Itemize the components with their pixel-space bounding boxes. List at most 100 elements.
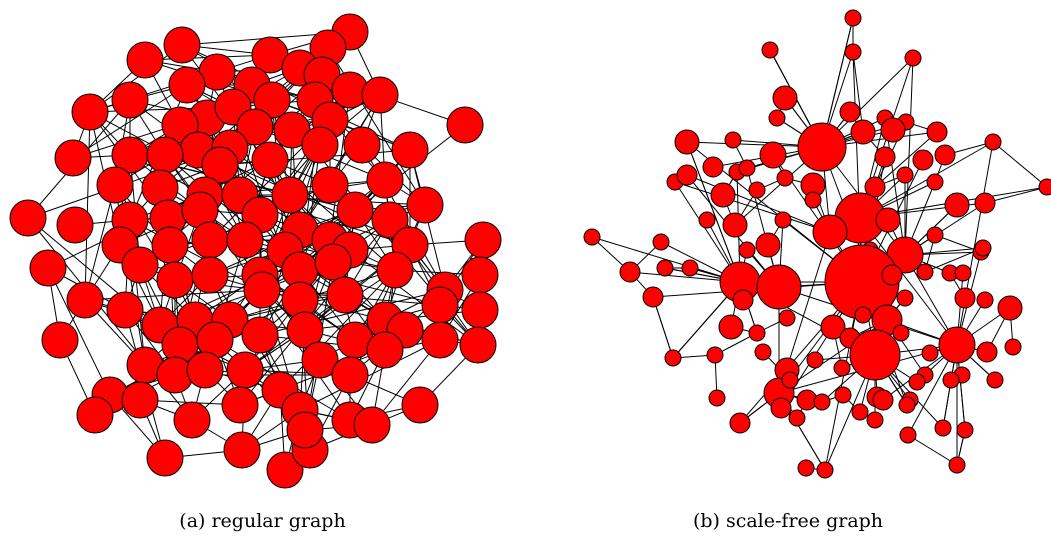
graph-node	[66, 281, 104, 319]
graph-node	[812, 214, 848, 250]
graph-node	[908, 373, 926, 391]
graph-node	[754, 343, 772, 361]
graph-node	[806, 351, 824, 369]
graph-node	[1004, 338, 1022, 356]
graph-node	[954, 287, 976, 309]
graph-node	[956, 421, 974, 439]
graph-node	[664, 349, 682, 367]
graph-node	[186, 351, 224, 389]
graph-node	[921, 344, 939, 362]
graph-node	[121, 246, 159, 284]
graph-node	[583, 228, 601, 246]
graph-node	[226, 221, 264, 259]
graph-node	[813, 393, 831, 411]
graph-node	[944, 192, 970, 218]
graph-node	[904, 49, 922, 67]
graph-node	[778, 309, 796, 327]
graph-node	[820, 314, 846, 340]
regular-graph-panel: (a) regular graph	[0, 0, 525, 554]
scale-free-graph-drawing	[583, 9, 1051, 479]
graph-node	[343, 126, 381, 164]
scale-free-graph-panel: (b) scale-free graph	[525, 0, 1051, 554]
graph-node	[111, 81, 149, 119]
graph-node	[880, 117, 906, 143]
graph-node	[916, 263, 934, 281]
graph-node	[788, 409, 806, 427]
graph-node	[896, 289, 914, 307]
graph-node	[881, 264, 903, 286]
graph-node	[391, 131, 429, 169]
graph-node	[892, 324, 910, 342]
graph-node	[849, 329, 901, 381]
graph-node	[706, 346, 724, 364]
graph-node	[732, 289, 754, 311]
graph-node	[353, 406, 391, 444]
graph-node	[446, 106, 484, 144]
graph-node	[619, 261, 641, 283]
graph-node	[976, 341, 998, 363]
graph-node	[781, 371, 799, 389]
graph-edge	[89, 44, 183, 113]
graph-edge	[984, 186, 1048, 204]
graph-node	[854, 306, 872, 324]
graph-node	[738, 241, 756, 259]
graph-node	[286, 311, 324, 349]
graph-node	[226, 351, 264, 389]
graph-node	[761, 41, 779, 59]
graph-node	[652, 233, 670, 251]
graph-node	[722, 212, 748, 238]
graph-node	[974, 192, 996, 214]
graph-node	[729, 412, 751, 434]
graph-node	[41, 321, 79, 359]
graph-node	[266, 451, 304, 489]
graph-node	[251, 141, 289, 179]
graph-node	[986, 371, 1004, 389]
caption-regular-graph: (a) regular graph	[179, 510, 346, 532]
graph-node	[464, 221, 502, 259]
graph-node	[755, 232, 781, 258]
graph-node	[926, 173, 944, 191]
graph-node	[926, 121, 948, 143]
graph-node	[997, 295, 1023, 321]
graph-node	[253, 81, 291, 119]
graph-node	[191, 221, 229, 259]
regular-graph-drawing	[9, 13, 502, 489]
graph-node	[864, 176, 886, 198]
graph-node	[674, 129, 700, 155]
graph-node	[376, 251, 414, 289]
graph-node	[839, 101, 861, 123]
graph-node	[874, 146, 896, 168]
graph-node	[833, 359, 851, 377]
graph-node	[934, 419, 952, 437]
graph-node	[459, 326, 497, 364]
graph-node	[954, 264, 972, 282]
graph-node	[896, 166, 914, 184]
graph-node	[243, 271, 281, 309]
graph-node	[926, 226, 944, 244]
graph-node	[201, 146, 239, 184]
graph-node	[156, 261, 194, 299]
graph-node	[772, 85, 798, 111]
graph-node	[938, 326, 976, 364]
graph-node	[984, 133, 1002, 151]
graph-node	[146, 439, 184, 477]
graph-node	[844, 43, 862, 61]
graph-node	[875, 207, 901, 233]
graph-node	[76, 396, 114, 434]
graph-node	[401, 386, 439, 424]
graph-node	[974, 239, 992, 257]
graph-node	[461, 256, 499, 294]
graph-node	[948, 456, 966, 474]
graph-node	[748, 324, 766, 342]
graph-node	[241, 316, 279, 354]
graph-node	[698, 211, 716, 229]
graph-edge	[686, 141, 741, 283]
graph-node	[898, 396, 916, 414]
graph-node	[406, 186, 444, 224]
graph-edge	[859, 141, 994, 219]
graph-node	[163, 26, 201, 64]
graph-node	[934, 144, 956, 166]
graph-node	[191, 256, 229, 294]
graph-edge	[907, 434, 958, 466]
graph-node	[866, 411, 884, 429]
